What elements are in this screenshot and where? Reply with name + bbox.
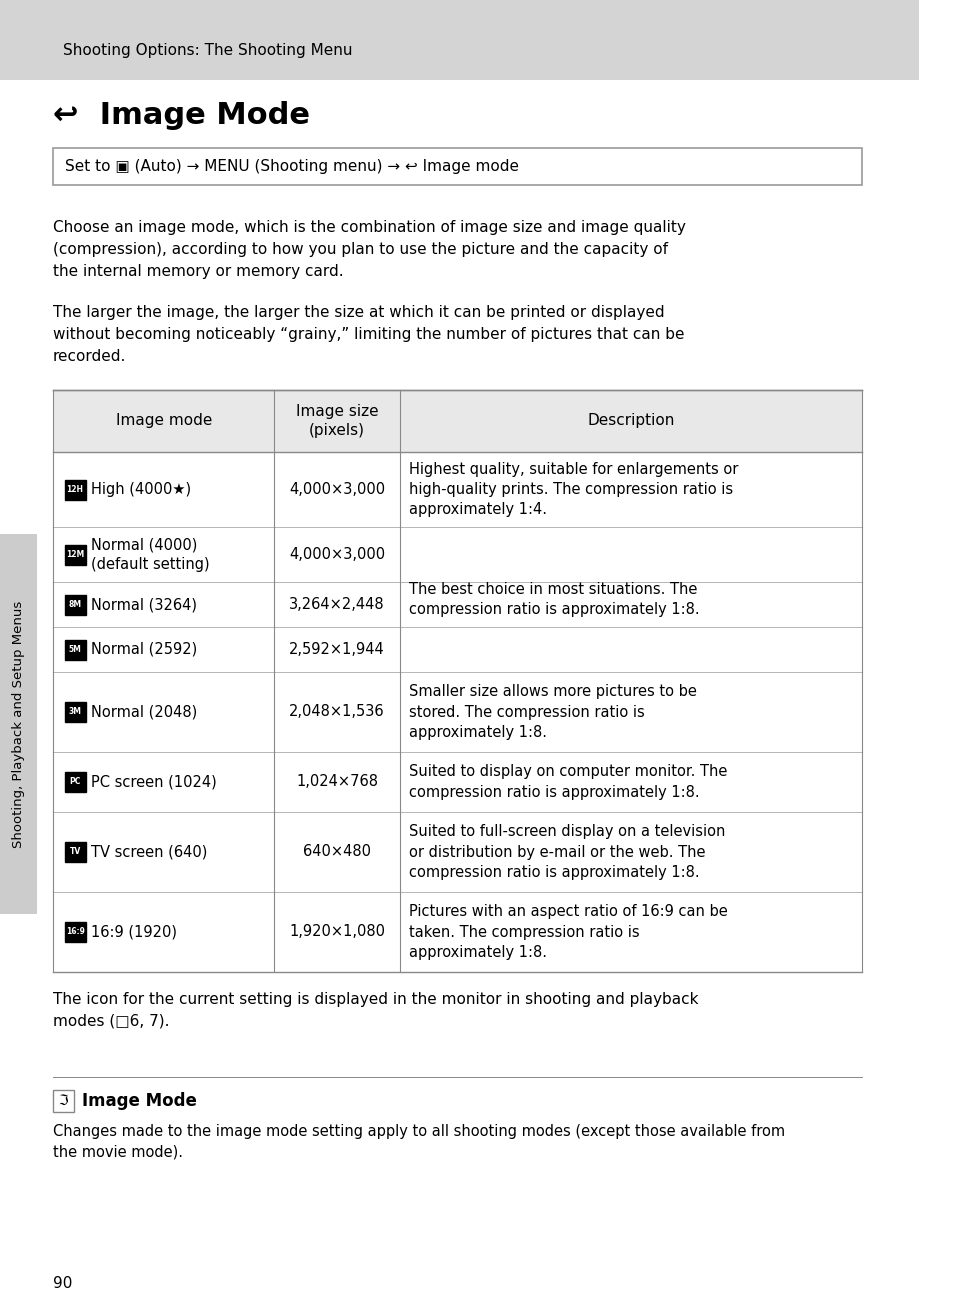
Text: ℑ: ℑ [59,1095,69,1108]
Bar [65,594,86,615]
Text: ↩  Image Mode: ↩ Image Mode [53,100,310,130]
Bar [53,582,861,627]
Text: Highest quality, suitable for enlargements or
high-quality prints. The compressi: Highest quality, suitable for enlargemen… [409,461,738,518]
Text: 12H: 12H [67,485,84,494]
Text: PC screen (1024): PC screen (1024) [91,774,217,790]
Bar [53,452,861,527]
Text: Changes made to the image mode setting apply to all shooting modes (except those: Changes made to the image mode setting a… [53,1123,784,1159]
Text: Suited to display on computer monitor. The
compression ratio is approximately 1:: Suited to display on computer monitor. T… [409,765,727,800]
Bar [53,812,861,892]
Bar [53,892,861,972]
Bar [65,842,86,862]
Text: 12M: 12M [66,551,84,558]
Text: 4,000×3,000: 4,000×3,000 [289,547,385,562]
Text: 3,264×2,448: 3,264×2,448 [289,597,384,612]
Text: Choose an image mode, which is the combination of image size and image quality
(: Choose an image mode, which is the combi… [53,219,685,280]
Text: 90: 90 [53,1276,72,1292]
Bar [53,627,861,671]
Bar [65,544,86,565]
Text: 4,000×3,000: 4,000×3,000 [289,482,385,497]
Text: 16:9 (1920): 16:9 (1920) [91,925,177,940]
Text: Set to ▣ (Auto) → MENU (Shooting menu) → ↩ Image mode: Set to ▣ (Auto) → MENU (Shooting menu) →… [66,159,519,173]
Text: 16:9: 16:9 [66,928,85,937]
Bar [65,702,86,721]
Text: Shooting, Playback and Setup Menus: Shooting, Playback and Setup Menus [11,600,25,848]
Bar [0,0,918,80]
Text: Pictures with an aspect ratio of 16:9 can be
taken. The compression ratio is
app: Pictures with an aspect ratio of 16:9 ca… [409,904,727,961]
Text: Normal (4000)
(default setting): Normal (4000) (default setting) [91,537,210,572]
Text: Image Mode: Image Mode [82,1092,196,1110]
Bar [53,527,861,582]
Text: TV: TV [70,848,81,857]
Text: Smaller size allows more pictures to be
stored. The compression ratio is
approxi: Smaller size allows more pictures to be … [409,685,697,740]
Bar [53,671,861,752]
FancyBboxPatch shape [53,148,861,185]
Text: The larger the image, the larger the size at which it can be printed or displaye: The larger the image, the larger the siz… [53,305,683,364]
Text: The icon for the current setting is displayed in the monitor in shooting and pla: The icon for the current setting is disp… [53,992,698,1028]
Text: Image size
(pixels): Image size (pixels) [295,403,378,439]
Text: 8M: 8M [69,600,82,608]
Text: The best choice in most situations. The
compression ratio is approximately 1:8.: The best choice in most situations. The … [409,582,700,618]
Text: TV screen (640): TV screen (640) [91,845,208,859]
Text: PC: PC [70,778,81,787]
Text: 5M: 5M [69,645,81,654]
Text: Description: Description [586,414,674,428]
Text: Shooting Options: The Shooting Menu: Shooting Options: The Shooting Menu [63,42,352,58]
Text: 1,024×768: 1,024×768 [295,774,377,790]
Text: 2,592×1,944: 2,592×1,944 [289,643,384,657]
Bar [53,1091,74,1112]
Bar [65,480,86,499]
Text: 2,048×1,536: 2,048×1,536 [289,704,384,720]
Text: Normal (3264): Normal (3264) [91,597,197,612]
Text: 640×480: 640×480 [303,845,371,859]
Text: 1,920×1,080: 1,920×1,080 [289,925,385,940]
Text: 3M: 3M [69,707,82,716]
Bar [65,922,86,942]
Bar [53,752,861,812]
Bar [65,640,86,660]
Text: Normal (2592): Normal (2592) [91,643,197,657]
Bar [65,773,86,792]
Text: High (4000★): High (4000★) [91,482,192,497]
Bar [0,533,36,915]
Text: Suited to full-screen display on a television
or distribution by e-mail or the w: Suited to full-screen display on a telev… [409,824,725,880]
Text: Image mode: Image mode [115,414,212,428]
Text: Normal (2048): Normal (2048) [91,704,197,720]
Bar [53,390,861,452]
